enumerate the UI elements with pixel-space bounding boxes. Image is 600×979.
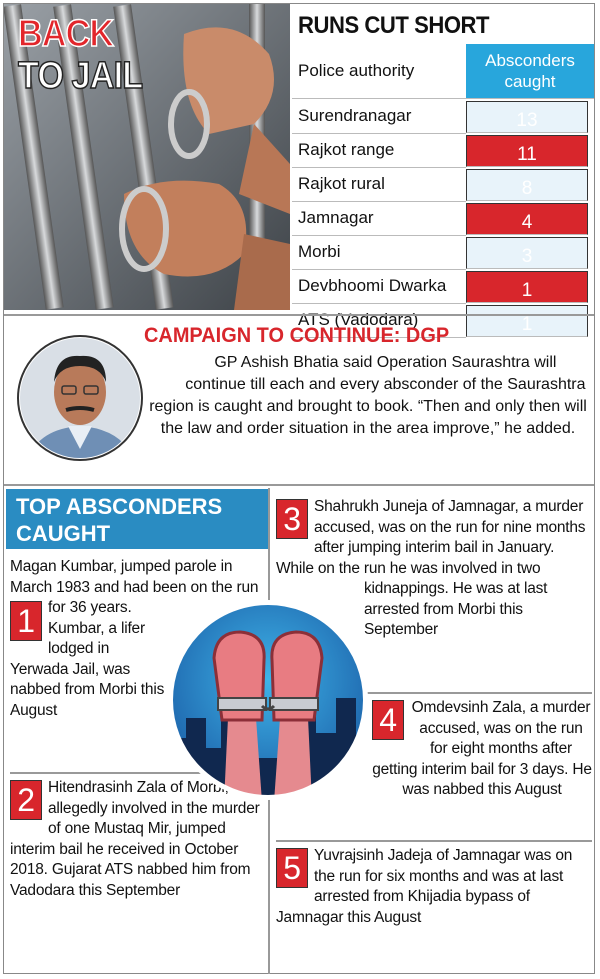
item-text: Omdevsinh Zala, a murder accused, was on… (372, 699, 592, 798)
count-cell: 8 (466, 169, 588, 201)
absconder-item: 3 Shahrukh Juneja of Jamnagar, a murder a… (276, 497, 592, 687)
authority-cell: Rajkot rural (292, 167, 466, 202)
count-cell: 11 (466, 135, 588, 167)
authority-cell: Rajkot range (292, 133, 466, 168)
item-number: 3 (276, 499, 308, 539)
count-cell: 13 (466, 101, 588, 133)
quote-text: DGP Ashish Bhatia said Operation Saurash… (148, 347, 587, 437)
item-number: 5 (276, 848, 308, 888)
absconder-item: 5 Yuvrajsinh Jadeja of Jamnagar was on th… (276, 840, 592, 970)
table-row: Rajkot range 11 (292, 133, 594, 168)
headline: TO JAIL (17, 55, 143, 97)
table-title: RUNS CUT SHORT (298, 12, 490, 39)
table: Police authority Absconders caught Suren… (292, 44, 594, 338)
table-row: Surendranagar 13 (292, 98, 594, 134)
absconder-item: 2 Hitendrasinh Zala of Morbi, allegedly i… (10, 772, 266, 970)
count-cell: 3 (466, 237, 588, 269)
item-text: Yuvrajsinh Jadeja of Jamnagar was on the… (276, 847, 573, 926)
column-header: Absconders caught (466, 44, 594, 99)
headline: BACK (17, 13, 114, 55)
table-row: Devbhoomi Dwarka 1 (292, 269, 594, 304)
item-text: Magan Kumbar, jumped parole in March 198… (10, 558, 259, 719)
portrait (17, 335, 143, 461)
table-row: Morbi 3 (292, 235, 594, 270)
item-text: Hitendrasinh Zala of Morbi, allegedly in… (10, 779, 260, 899)
absconder-item: 4 Omdevsinh Zala, a murder accused, was o… (276, 692, 592, 836)
table-row: Jamnagar 4 (292, 201, 594, 236)
item-text: Shahrukh Juneja of Jamnagar, a murder ac… (276, 498, 586, 638)
section-title: TOP ABSCONDERS CAUGHT (6, 489, 268, 549)
item-number: 1 (10, 601, 42, 641)
frame (3, 3, 595, 974)
count-cell: 1 (466, 271, 588, 303)
item-number: 4 (372, 700, 404, 740)
item-number: 2 (10, 780, 42, 820)
jail-photo (4, 4, 290, 310)
absconder-item: 1 Magan Kumbar, jumped parole in March 19… (10, 557, 266, 767)
count-cell: 1 (466, 305, 588, 337)
authority-cell: Jamnagar (292, 201, 466, 236)
authority-cell: Surendranagar (292, 98, 466, 134)
count-cell: 4 (466, 203, 588, 235)
table-row: Rajkot rural 8 (292, 167, 594, 202)
section-title: CAMPAIGN TO CONTINUE: DGP (144, 324, 450, 347)
column-header: Police authority (292, 44, 466, 99)
handcuff-illustration (168, 600, 368, 800)
authority-cell: Devbhoomi Dwarka (292, 269, 466, 304)
authority-cell: Morbi (292, 235, 466, 270)
campaign-section (4, 314, 594, 486)
